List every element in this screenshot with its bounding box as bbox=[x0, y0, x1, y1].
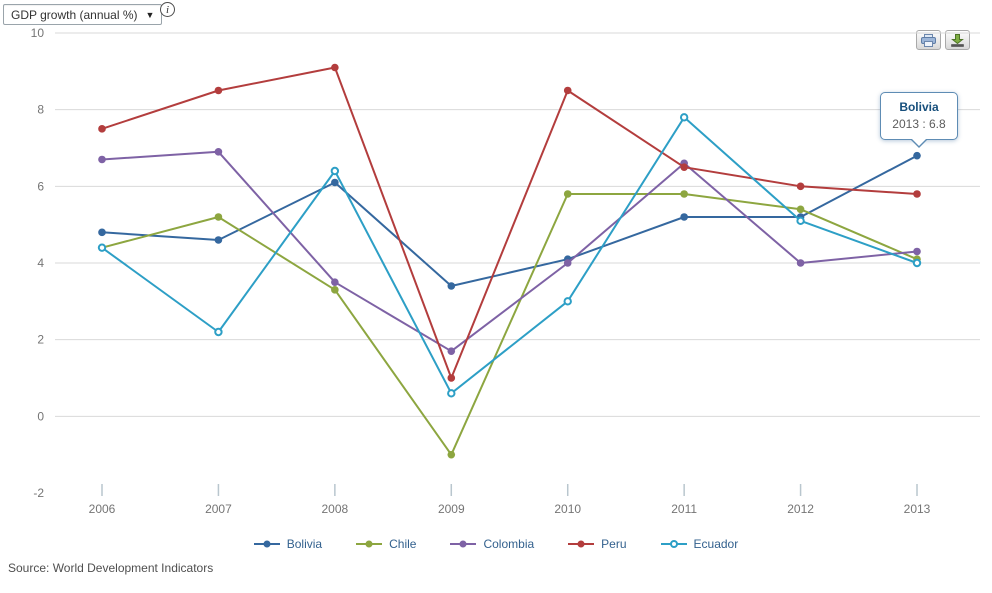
data-point bbox=[680, 163, 688, 171]
legend-marker-icon bbox=[356, 540, 383, 548]
data-point bbox=[447, 450, 456, 459]
info-icon-glyph: i bbox=[165, 3, 170, 16]
data-point bbox=[679, 113, 689, 122]
legend-label: Colombia bbox=[483, 537, 535, 551]
data-point bbox=[447, 389, 456, 398]
series-chile[interactable] bbox=[98, 190, 921, 459]
data-point bbox=[912, 258, 922, 268]
legend: Bolivia Chile Colombia Peru Ecuador bbox=[0, 537, 992, 551]
download-icon bbox=[951, 33, 964, 47]
data-point bbox=[563, 190, 572, 198]
x-axis-labels: 2006 2007 2008 2009 2010 2011 2012 2013 bbox=[89, 484, 931, 516]
svg-text:8: 8 bbox=[37, 103, 44, 117]
legend-marker-icon bbox=[660, 540, 687, 548]
legend-label: Bolivia bbox=[286, 537, 323, 551]
data-point bbox=[214, 213, 223, 221]
svg-text:2: 2 bbox=[37, 333, 44, 347]
data-point bbox=[331, 286, 339, 294]
legend-label: Peru bbox=[601, 537, 627, 551]
svg-text:2006: 2006 bbox=[89, 502, 116, 516]
plot-area[interactable]: 10 8 6 4 2 0 -2 2006 2007 2008 2009 2010 2011 2012 201… bbox=[0, 0, 992, 530]
print-button[interactable] bbox=[916, 30, 941, 50]
svg-text:2010: 2010 bbox=[554, 502, 581, 516]
svg-text:2011: 2011 bbox=[671, 502, 697, 516]
chart-toolbar bbox=[916, 30, 970, 50]
svg-text:10: 10 bbox=[31, 26, 45, 40]
data-point bbox=[680, 190, 688, 198]
svg-text:0: 0 bbox=[37, 409, 44, 423]
info-icon[interactable]: i bbox=[160, 2, 175, 17]
legend-marker-icon bbox=[450, 540, 477, 548]
series-peru[interactable] bbox=[98, 63, 921, 382]
data-point bbox=[913, 190, 921, 198]
data-point bbox=[214, 148, 223, 156]
data-point bbox=[563, 297, 572, 306]
indicator-dropdown-value: GDP growth (annual %) bbox=[11, 7, 138, 22]
svg-text:4: 4 bbox=[37, 256, 44, 270]
legend-marker-icon bbox=[253, 540, 280, 548]
series-ecuador[interactable] bbox=[97, 113, 922, 398]
series-colombia[interactable] bbox=[98, 148, 921, 355]
data-point bbox=[563, 259, 572, 267]
legend-item-bolivia[interactable]: Bolivia bbox=[253, 537, 323, 551]
data-point bbox=[98, 125, 106, 133]
svg-text:2007: 2007 bbox=[205, 502, 232, 516]
indicator-dropdown[interactable]: GDP growth (annual %) ▼ bbox=[3, 4, 163, 25]
data-point bbox=[214, 86, 223, 95]
data-point bbox=[331, 63, 339, 72]
data-point bbox=[97, 243, 107, 252]
data-point bbox=[98, 228, 106, 237]
data-point bbox=[796, 259, 805, 267]
data-point bbox=[796, 205, 805, 214]
legend-item-colombia[interactable]: Colombia bbox=[450, 537, 534, 551]
legend-label: Chile bbox=[389, 537, 417, 551]
data-point bbox=[98, 155, 106, 164]
data-point bbox=[214, 236, 223, 244]
printer-icon bbox=[921, 33, 936, 47]
svg-text:2012: 2012 bbox=[787, 502, 814, 516]
legend-item-chile[interactable]: Chile bbox=[356, 537, 416, 551]
data-point bbox=[796, 216, 805, 226]
data-point bbox=[331, 278, 339, 286]
svg-text:-2: -2 bbox=[33, 486, 44, 500]
gridlines bbox=[55, 32, 980, 417]
data-point bbox=[331, 178, 339, 187]
data-point bbox=[447, 282, 456, 290]
svg-text:2009: 2009 bbox=[438, 502, 465, 516]
data-point bbox=[913, 151, 921, 160]
tooltip-series-name: Bolivia bbox=[899, 100, 939, 114]
svg-text:6: 6 bbox=[37, 179, 44, 193]
legend-item-peru[interactable]: Peru bbox=[568, 537, 627, 551]
data-point bbox=[214, 327, 223, 337]
data-point bbox=[330, 166, 340, 176]
data-point bbox=[447, 374, 456, 382]
data-point bbox=[680, 213, 688, 221]
y-axis-labels: 10 8 6 4 2 0 -2 bbox=[31, 26, 45, 500]
tooltip: Bolivia 2013 : 6.8 bbox=[880, 92, 958, 148]
chevron-down-icon: ▼ bbox=[145, 9, 155, 20]
download-button[interactable] bbox=[945, 30, 970, 50]
tooltip-value: 2013 : 6.8 bbox=[892, 117, 946, 131]
data-point bbox=[913, 247, 921, 256]
svg-text:2008: 2008 bbox=[322, 502, 349, 516]
svg-text:2013: 2013 bbox=[904, 502, 931, 516]
data-point bbox=[447, 347, 456, 355]
legend-item-ecuador[interactable]: Ecuador bbox=[660, 537, 739, 551]
source-note: Source: World Development Indicators bbox=[8, 561, 214, 575]
data-point bbox=[563, 86, 572, 95]
legend-marker-icon bbox=[568, 540, 595, 548]
legend-label: Ecuador bbox=[693, 537, 739, 551]
data-point bbox=[796, 182, 805, 191]
